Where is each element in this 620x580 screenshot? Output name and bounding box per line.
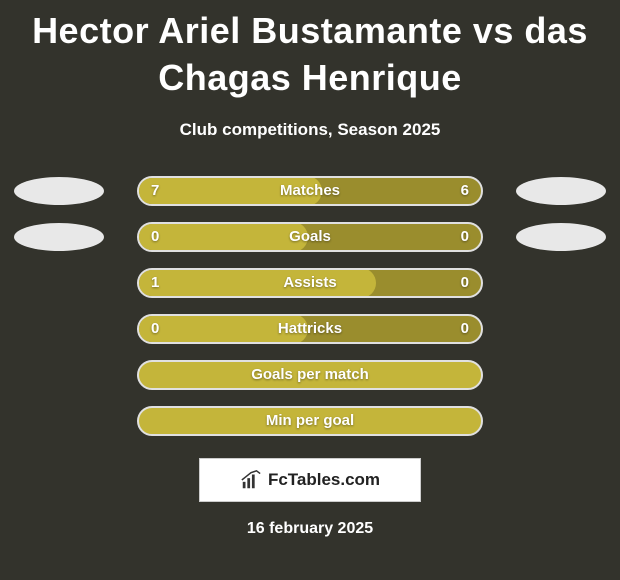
subtitle: Club competitions, Season 2025: [0, 120, 620, 140]
bar-fill-left: [137, 222, 308, 252]
stat-bar: Min per goal: [137, 406, 483, 436]
player-oval-right: [516, 177, 606, 205]
date-label: 16 february 2025: [0, 520, 620, 538]
stat-value-right: 0: [461, 316, 469, 342]
stat-bar: Assists10: [137, 268, 483, 298]
chart-icon: [240, 469, 262, 491]
stat-row: Matches76: [0, 168, 620, 214]
player-oval-left: [14, 177, 104, 205]
stat-row: Min per goal: [0, 398, 620, 444]
brand-box: FcTables.com: [199, 458, 421, 502]
stat-value-right: 0: [461, 224, 469, 250]
stat-value-right: 0: [461, 270, 469, 296]
stat-value-right: 6: [461, 178, 469, 204]
stat-label: Goals per match: [139, 362, 481, 388]
page-title: Hector Ariel Bustamante vs das Chagas He…: [0, 0, 620, 102]
stat-row: Hattricks00: [0, 306, 620, 352]
stat-bar: Goals per match: [137, 360, 483, 390]
bar-fill-left: [137, 176, 322, 206]
bar-fill-left: [137, 314, 308, 344]
player-oval-left: [14, 223, 104, 251]
stat-bar: Goals00: [137, 222, 483, 252]
comparison-rows: Matches76 Goals00 Assists10 Hattricks00 Goal…: [0, 168, 620, 444]
bar-fill-left: [137, 268, 376, 298]
player-oval-right: [516, 223, 606, 251]
stat-bar: Hattricks00: [137, 314, 483, 344]
stat-bar: Matches76: [137, 176, 483, 206]
stat-label: Min per goal: [139, 408, 481, 434]
brand-text: FcTables.com: [268, 470, 380, 490]
stat-row: Goals per match: [0, 352, 620, 398]
stat-row: Assists10: [0, 260, 620, 306]
stat-row: Goals00: [0, 214, 620, 260]
